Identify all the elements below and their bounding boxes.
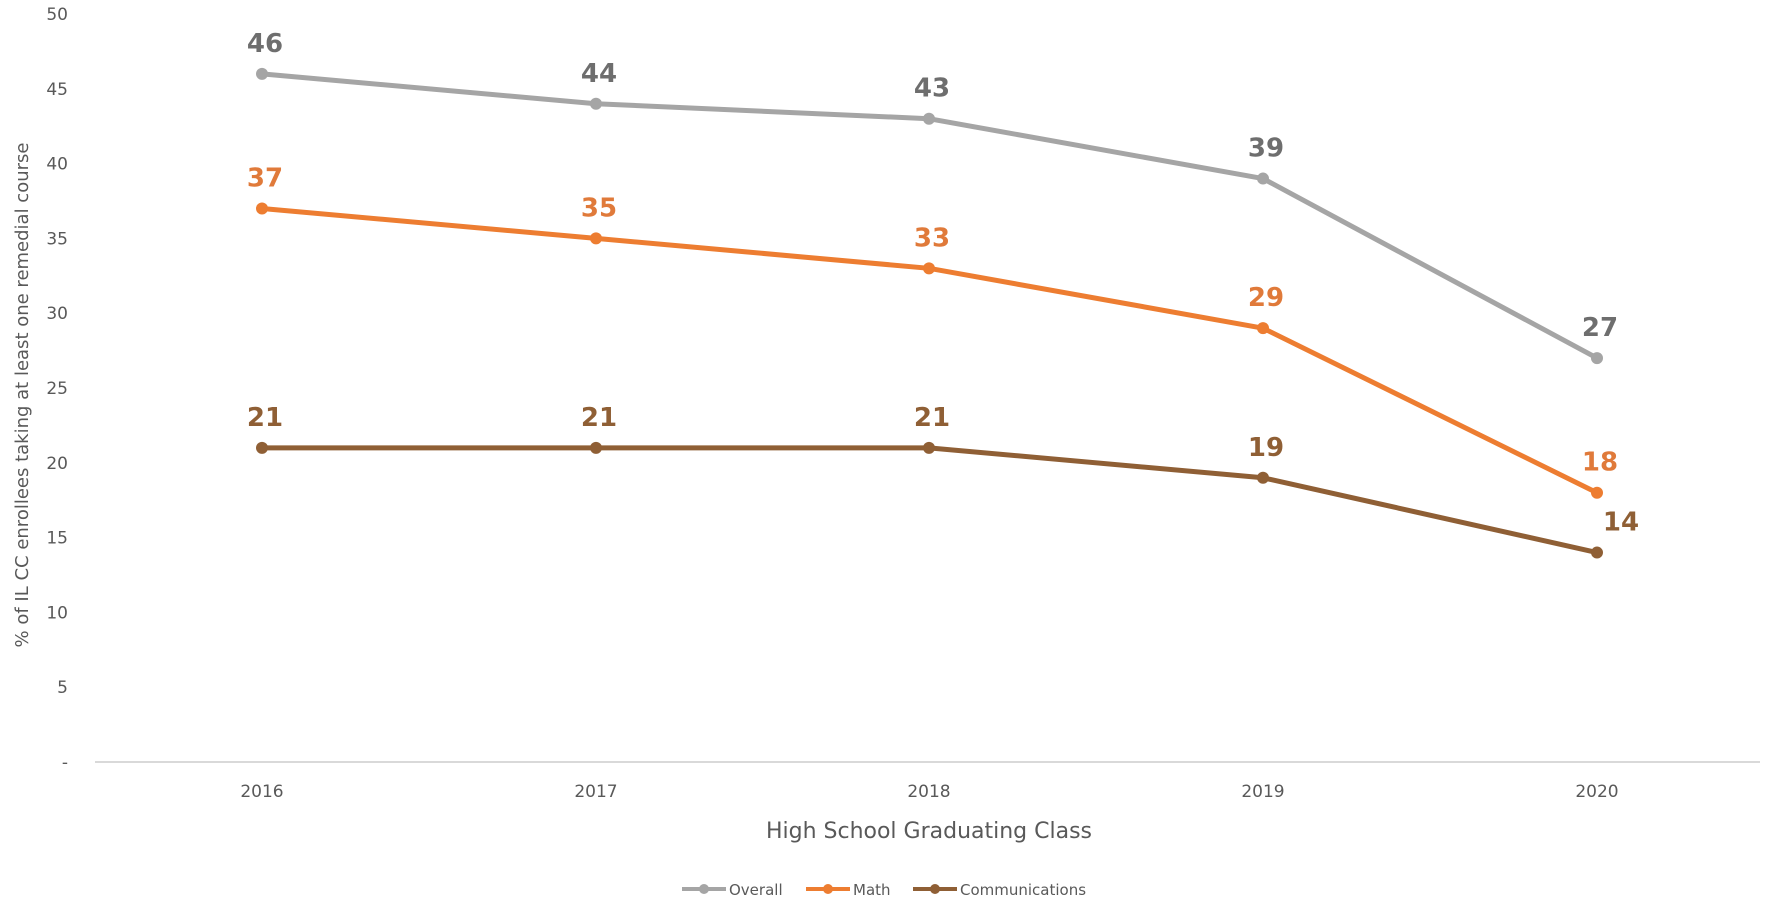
y-tick-label: 35 bbox=[46, 229, 68, 249]
x-tick-label: 2018 bbox=[907, 782, 950, 802]
series-lines bbox=[256, 67, 1603, 559]
data-point-communications bbox=[590, 441, 602, 454]
y-tick-label: 5 bbox=[57, 678, 68, 698]
data-point-overall bbox=[1257, 172, 1269, 185]
data-point-overall bbox=[256, 67, 268, 80]
y-tick-label: 50 bbox=[46, 5, 68, 25]
data-point-communications bbox=[923, 441, 935, 454]
data-label-overall: 46 bbox=[247, 29, 283, 59]
y-tick-label: - bbox=[62, 753, 68, 773]
data-point-math bbox=[256, 202, 268, 215]
x-tick-label: 2017 bbox=[574, 782, 617, 802]
x-tick-label: 2020 bbox=[1575, 782, 1618, 802]
data-point-communications bbox=[1257, 471, 1269, 484]
data-label-overall: 27 bbox=[1582, 313, 1618, 343]
data-labels: 46 44 43 39 27 37 35 33 29 18 21 21 21 19 14 bbox=[247, 29, 1639, 538]
legend-item-overall: Overall bbox=[682, 881, 783, 897]
data-label-overall: 44 bbox=[581, 59, 617, 89]
legend-label: Overall bbox=[729, 881, 783, 897]
data-point-math bbox=[590, 232, 602, 245]
x-tick-label: 2019 bbox=[1241, 782, 1284, 802]
data-label-communications: 21 bbox=[914, 403, 950, 433]
data-point-math bbox=[1591, 486, 1603, 499]
y-tick-label: 20 bbox=[46, 454, 68, 474]
data-label-math: 18 bbox=[1582, 448, 1618, 478]
legend-swatch-marker bbox=[930, 884, 940, 894]
legend-label: Math bbox=[853, 881, 891, 897]
y-tick-label: 45 bbox=[46, 80, 68, 100]
data-point-math bbox=[923, 262, 935, 275]
data-point-communications bbox=[256, 441, 268, 454]
data-point-overall bbox=[1591, 352, 1603, 365]
data-label-overall: 39 bbox=[1248, 134, 1284, 164]
y-tick-label: 25 bbox=[46, 379, 68, 399]
y-axis-title: % of IL CC enrollees taking at least one… bbox=[12, 143, 33, 648]
legend-swatch-marker bbox=[699, 884, 709, 894]
legend: Overall Math Communications bbox=[682, 881, 1086, 897]
data-label-math: 35 bbox=[581, 193, 617, 223]
data-point-math bbox=[1257, 322, 1269, 335]
legend-label: Communications bbox=[960, 881, 1086, 897]
data-label-communications: 19 bbox=[1248, 433, 1284, 463]
y-axis-ticks: - 5 10 15 20 25 30 35 40 45 50 bbox=[46, 5, 68, 773]
x-tick-label: 2016 bbox=[240, 782, 283, 802]
legend-swatch-marker bbox=[823, 884, 833, 894]
data-point-communications bbox=[1591, 546, 1603, 559]
data-label-math: 33 bbox=[914, 223, 950, 253]
data-label-overall: 43 bbox=[914, 74, 950, 104]
legend-item-communications: Communications bbox=[913, 881, 1086, 897]
data-point-overall bbox=[590, 97, 602, 110]
y-tick-label: 15 bbox=[46, 529, 68, 549]
x-axis-ticks: 2016 2017 2018 2019 2020 bbox=[240, 782, 1618, 802]
series-line-communications bbox=[259, 445, 1600, 556]
legend-item-math: Math bbox=[806, 881, 891, 897]
data-label-communications: 21 bbox=[247, 403, 283, 433]
x-axis-title: High School Graduating Class bbox=[766, 819, 1092, 844]
y-tick-label: 30 bbox=[46, 304, 68, 324]
y-tick-label: 40 bbox=[46, 155, 68, 175]
y-tick-label: 10 bbox=[46, 603, 68, 623]
data-label-communications: 21 bbox=[581, 403, 617, 433]
data-label-math: 37 bbox=[247, 163, 283, 193]
data-label-math: 29 bbox=[1248, 283, 1284, 313]
data-label-communications: 14 bbox=[1603, 508, 1639, 538]
data-point-overall bbox=[923, 112, 935, 125]
